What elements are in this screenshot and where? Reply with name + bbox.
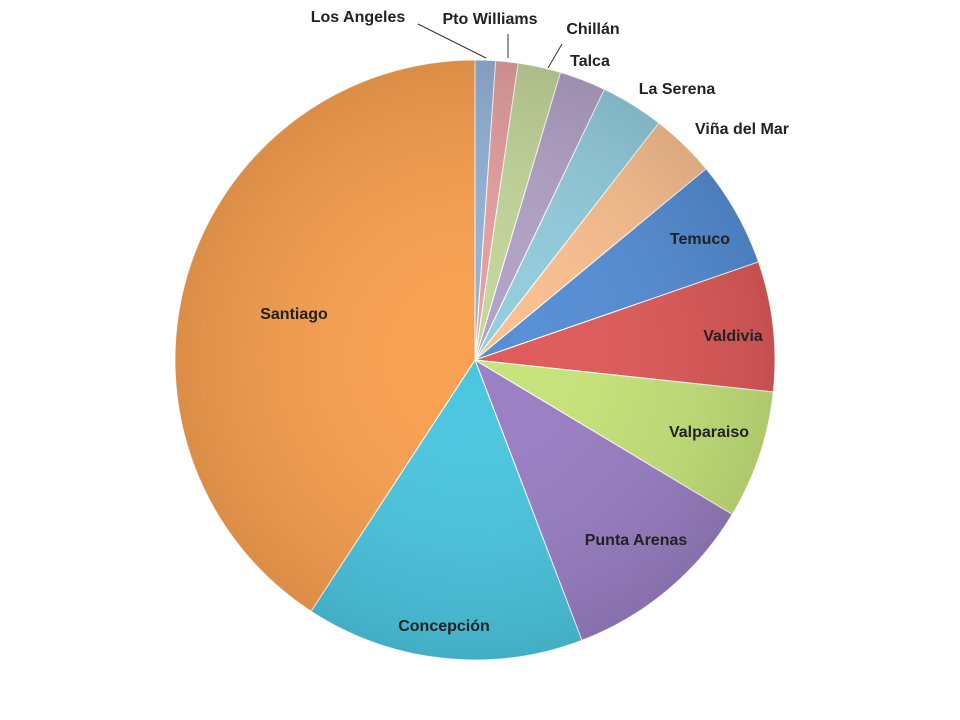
slice-label: Talca xyxy=(570,53,610,70)
slice-label: Concepción xyxy=(398,618,490,635)
slice-label: La Serena xyxy=(639,81,716,98)
slice-label: Chillán xyxy=(566,21,619,38)
slice-label: Viña del Mar xyxy=(695,121,789,138)
slice-label: Valdivia xyxy=(703,328,763,345)
slice-label: Temuco xyxy=(670,231,730,248)
slice-label: Punta Arenas xyxy=(585,532,688,549)
slice-label: Pto Williams xyxy=(443,11,538,28)
leader-line xyxy=(547,43,563,69)
leader-line xyxy=(417,23,487,59)
slice-label: Santiago xyxy=(260,306,328,323)
slice-label: Valparaiso xyxy=(669,424,749,441)
slice-label: Los Angeles xyxy=(311,9,406,26)
